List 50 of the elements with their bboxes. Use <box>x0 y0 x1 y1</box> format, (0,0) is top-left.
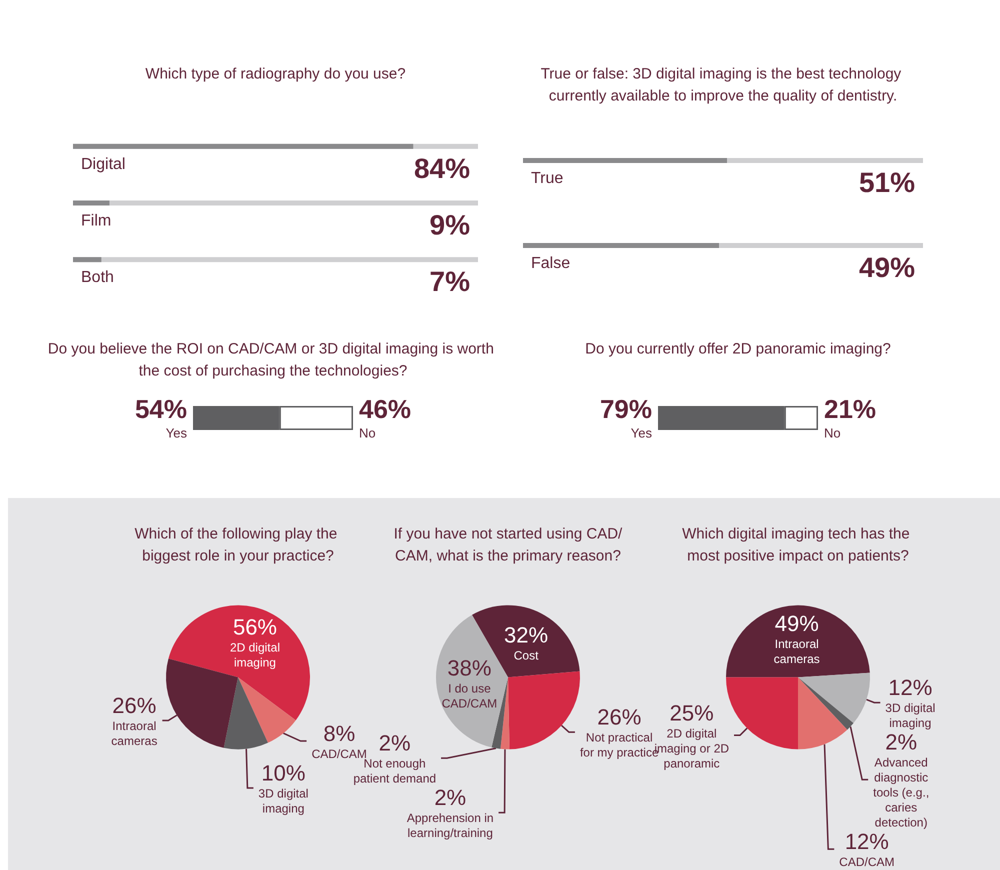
data-label: 25% <box>670 700 714 726</box>
data-label: 21% <box>824 394 876 424</box>
data-label: 54% <box>134 394 187 424</box>
chart-title: Do you believe the ROI on CAD/CAM or 3D digital imaging is worth the cost of purchasing the technologies? <box>48 340 498 380</box>
data-label: 12% <box>844 829 889 854</box>
category-label: True <box>531 170 564 187</box>
slice-label: CAD/CAM <box>839 855 895 870</box>
data-label: 49% <box>858 252 916 283</box>
slice-label: Not enough patient demand <box>353 756 436 786</box>
slice-label: I do use CAD/CAM <box>442 681 498 710</box>
series-label: Yes <box>166 426 188 440</box>
slice-label: Cost <box>514 648 540 663</box>
chart-title: Do you currently offer 2D panoramic imaging? <box>585 340 891 358</box>
category-label: Both <box>81 269 114 286</box>
data-label: 2% <box>378 730 411 756</box>
data-label: 7% <box>430 266 470 298</box>
data-label: 84% <box>414 152 470 184</box>
slice-label: Intraoral cameras <box>111 718 158 748</box>
data-label: 12% <box>888 675 932 700</box>
data-label: 51% <box>858 167 916 198</box>
data-label: 38% <box>447 655 492 680</box>
series-label: No <box>824 426 841 440</box>
chart-title: Which type of radiography do you use? <box>145 66 406 82</box>
data-label: 2% <box>885 730 918 755</box>
series-label: No <box>359 426 376 440</box>
chart-title: If you have not started using CAD/CAM, what is the primary reason? <box>394 526 624 564</box>
data-label: 2% <box>434 785 466 810</box>
slice-label: Apprehension in learning/training <box>406 811 494 840</box>
data-label: 10% <box>261 760 306 786</box>
data-label: 46% <box>359 394 412 424</box>
chart-title: True or false: 3D digital imaging is the best technology currently available to improve the quality of dentistry. <box>540 66 906 104</box>
data-label: 56% <box>232 614 277 640</box>
chart-title: Which digital imaging tech has the most positive impact on patients? <box>682 526 914 564</box>
slice-label: Advanced diagnostic tools (e.g., caries detection) <box>873 756 930 830</box>
category-label: Film <box>81 212 112 230</box>
slice-label: 3D digital imaging <box>258 786 308 816</box>
data-label: 8% <box>323 721 356 746</box>
data-label: 32% <box>504 622 548 648</box>
data-label: 26% <box>597 704 642 730</box>
data-label: 49% <box>774 610 819 636</box>
series-label: Yes <box>630 426 652 440</box>
data-label: 9% <box>430 210 470 240</box>
slice-label: Intraoral cameras <box>774 636 820 666</box>
slice-label: 2D digital imaging <box>230 640 280 670</box>
data-label: 26% <box>112 692 156 718</box>
category-label: False <box>531 255 570 272</box>
data-label: 79% <box>600 394 652 424</box>
chart-title: Which of the following play the biggest role in your practice? <box>134 526 342 564</box>
category-label: Digital <box>81 156 126 173</box>
slice-label: 3D digital imaging <box>885 701 936 730</box>
